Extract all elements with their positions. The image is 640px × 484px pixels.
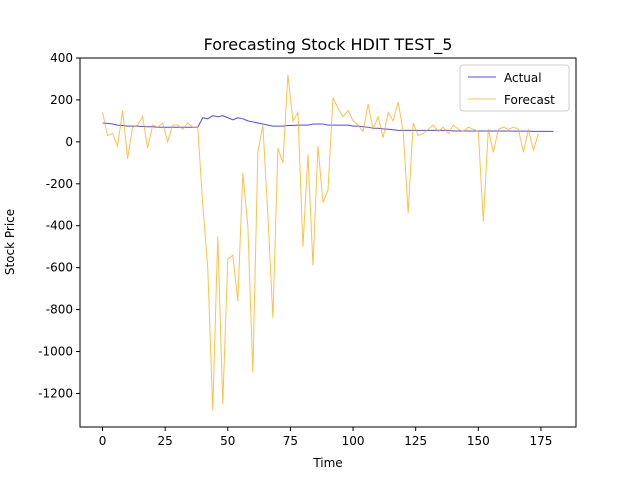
y-tick-label: -400: [46, 219, 73, 233]
x-tick-label: 25: [158, 434, 173, 448]
axes-frame: [79, 57, 577, 428]
y-tick-label: 400: [50, 51, 73, 65]
y-tick-label: -1200: [38, 386, 73, 400]
y-tick-label: -800: [46, 303, 73, 317]
x-tick-label: 50: [220, 434, 235, 448]
y-tick-label: -600: [46, 261, 73, 275]
x-tick-label: 150: [467, 434, 490, 448]
legend-label: Actual: [504, 71, 542, 85]
legend-label: Forecast: [504, 93, 555, 107]
x-tick-label: 0: [99, 434, 107, 448]
y-tick-label: -200: [46, 177, 73, 191]
y-tick-label: 200: [50, 93, 73, 107]
x-tick-label: 125: [404, 434, 427, 448]
y-tick-label: 0: [65, 135, 73, 149]
x-axis-label: Time: [312, 456, 342, 470]
y-tick-label: -1000: [38, 345, 73, 359]
x-tick-label: 75: [283, 434, 298, 448]
series-line: [102, 74, 539, 411]
x-tick-label: 175: [529, 434, 552, 448]
chart-title: Forecasting Stock HDIT TEST_5: [204, 35, 453, 55]
y-axis-label: Stock Price: [3, 209, 17, 275]
x-tick-label: 100: [342, 434, 365, 448]
